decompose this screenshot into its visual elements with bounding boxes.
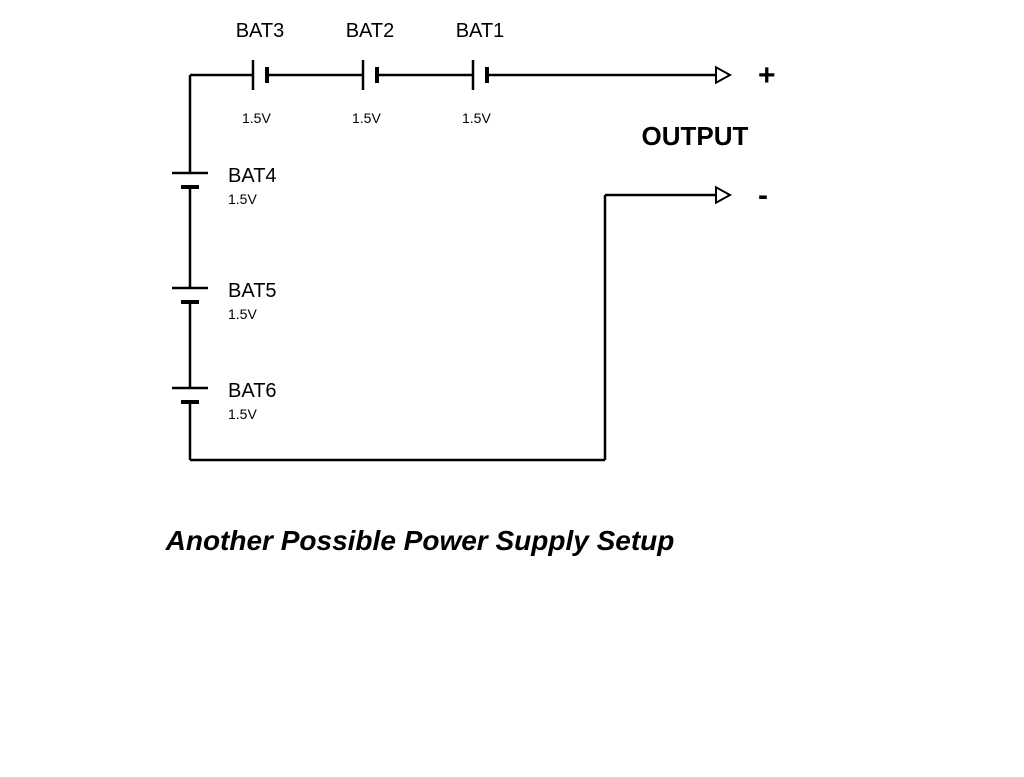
battery-voltage: 1.5V: [228, 406, 257, 422]
battery-label: BAT6: [228, 380, 277, 402]
circuit-diagram: BAT3 1.5V BAT2 1.5V BAT1 1.5V + BAT4 1.5V BAT5 1.5…: [0, 0, 1024, 777]
battery-label: BAT1: [456, 20, 505, 42]
battery-label: BAT2: [346, 20, 395, 42]
diagram-caption: Another Possible Power Supply Setup: [165, 525, 675, 556]
battery-voltage: 1.5V: [352, 110, 381, 126]
output-plus-label: +: [758, 59, 776, 92]
battery-voltage: 1.5V: [462, 110, 491, 126]
battery-voltage: 1.5V: [242, 110, 271, 126]
battery-label: BAT3: [236, 20, 285, 42]
output-minus-label: -: [758, 179, 768, 212]
battery-label: BAT4: [228, 165, 277, 187]
output-label: OUTPUT: [642, 121, 749, 151]
battery-label: BAT5: [228, 280, 277, 302]
battery-voltage: 1.5V: [228, 306, 257, 322]
battery-voltage: 1.5V: [228, 191, 257, 207]
